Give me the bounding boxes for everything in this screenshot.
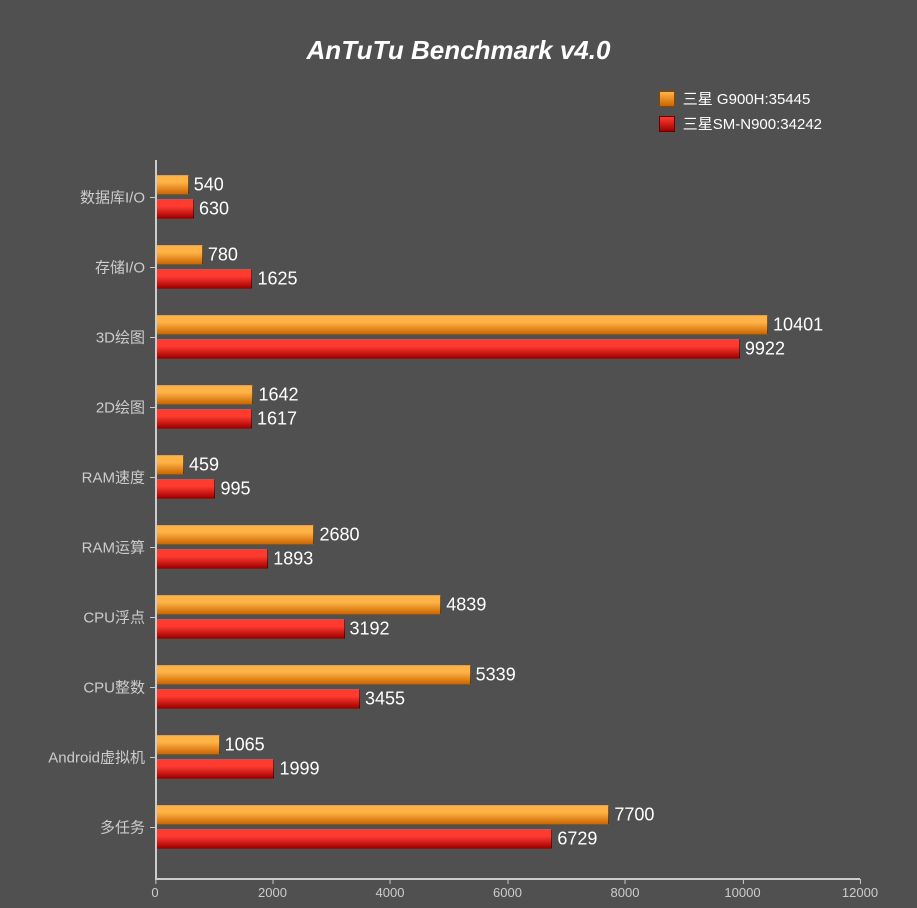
bar-series-b: 3455 [157,689,360,709]
bar-series-b: 1625 [157,269,252,289]
bar-series-b: 6729 [157,829,552,849]
category-label: RAM速度 [82,467,145,488]
x-tick-label: 2000 [258,885,287,900]
legend-label: 三星 G900H:35445 [683,88,811,109]
category-label: 3D绘图 [96,327,145,348]
x-tick-label: 12000 [842,885,878,900]
bar-series-a: 1642 [157,385,253,405]
x-tick-label: 8000 [611,885,640,900]
bar-series-a: 780 [157,245,203,265]
bar-series-b: 1893 [157,549,268,569]
x-tick-label: 6000 [493,885,522,900]
y-tick-mark [150,337,155,338]
x-tick-label: 10000 [724,885,760,900]
bar-value-label: 5339 [476,665,516,686]
bar-series-a: 1065 [157,735,220,755]
bar-value-label: 780 [208,245,238,266]
category-label: RAM运算 [82,537,145,558]
bar-value-label: 3192 [350,619,390,640]
y-tick-mark [150,757,155,758]
bar-value-label: 1625 [257,269,297,290]
legend: 三星 G900H:35445 三星SM-N900:34242 [659,88,822,138]
bar-series-a: 4839 [157,595,441,615]
bar-series-a: 10401 [157,315,768,335]
bar-series-b: 630 [157,199,194,219]
category-label: 2D绘图 [96,397,145,418]
bar-value-label: 1642 [258,385,298,406]
plot-area: 020004000600080001000012000数据库I/O540630存… [155,160,860,880]
bar-value-label: 1999 [279,759,319,780]
legend-label: 三星SM-N900:34242 [683,113,822,134]
category-label: CPU整数 [83,677,145,698]
y-tick-mark [150,477,155,478]
legend-item: 三星 G900H:35445 [659,88,822,109]
bar-series-b: 995 [157,479,215,499]
bar-value-label: 4839 [446,595,486,616]
bar-value-label: 7700 [614,805,654,826]
y-tick-mark [150,687,155,688]
bar-series-b: 1617 [157,409,252,429]
bar-value-label: 1065 [225,735,265,756]
category-label: 存储I/O [95,257,145,278]
bar-series-a: 5339 [157,665,471,685]
bar-value-label: 459 [189,455,219,476]
bar-series-a: 7700 [157,805,609,825]
legend-item: 三星SM-N900:34242 [659,113,822,134]
bar-value-label: 6729 [557,829,597,850]
bar-series-b: 1999 [157,759,274,779]
y-tick-mark [150,617,155,618]
bar-series-b: 3192 [157,619,345,639]
y-tick-mark [150,407,155,408]
x-tick-label: 4000 [376,885,405,900]
chart-container: AnTuTu Benchmark v4.0 三星 G900H:35445 三星SM… [0,0,917,908]
y-tick-mark [150,267,155,268]
bar-value-label: 3455 [365,689,405,710]
y-tick-mark [150,197,155,198]
y-tick-mark [150,827,155,828]
category-label: Android虚拟机 [48,747,145,768]
bar-series-a: 459 [157,455,184,475]
legend-swatch [659,116,675,132]
y-tick-mark [150,547,155,548]
bar-value-label: 1617 [257,409,297,430]
bar-value-label: 10401 [773,315,823,336]
bar-value-label: 995 [220,479,250,500]
bar-value-label: 540 [194,175,224,196]
bar-value-label: 9922 [745,339,785,360]
bar-series-b: 9922 [157,339,740,359]
bar-series-a: 540 [157,175,189,195]
chart-title: AnTuTu Benchmark v4.0 [0,35,917,66]
legend-swatch [659,91,675,107]
category-label: 数据库I/O [80,187,145,208]
bar-value-label: 2680 [319,525,359,546]
bar-value-label: 630 [199,199,229,220]
category-label: CPU浮点 [83,607,145,628]
x-tick-label: 0 [151,885,158,900]
bar-value-label: 1893 [273,549,313,570]
bar-series-a: 2680 [157,525,314,545]
category-label: 多任务 [100,817,145,838]
